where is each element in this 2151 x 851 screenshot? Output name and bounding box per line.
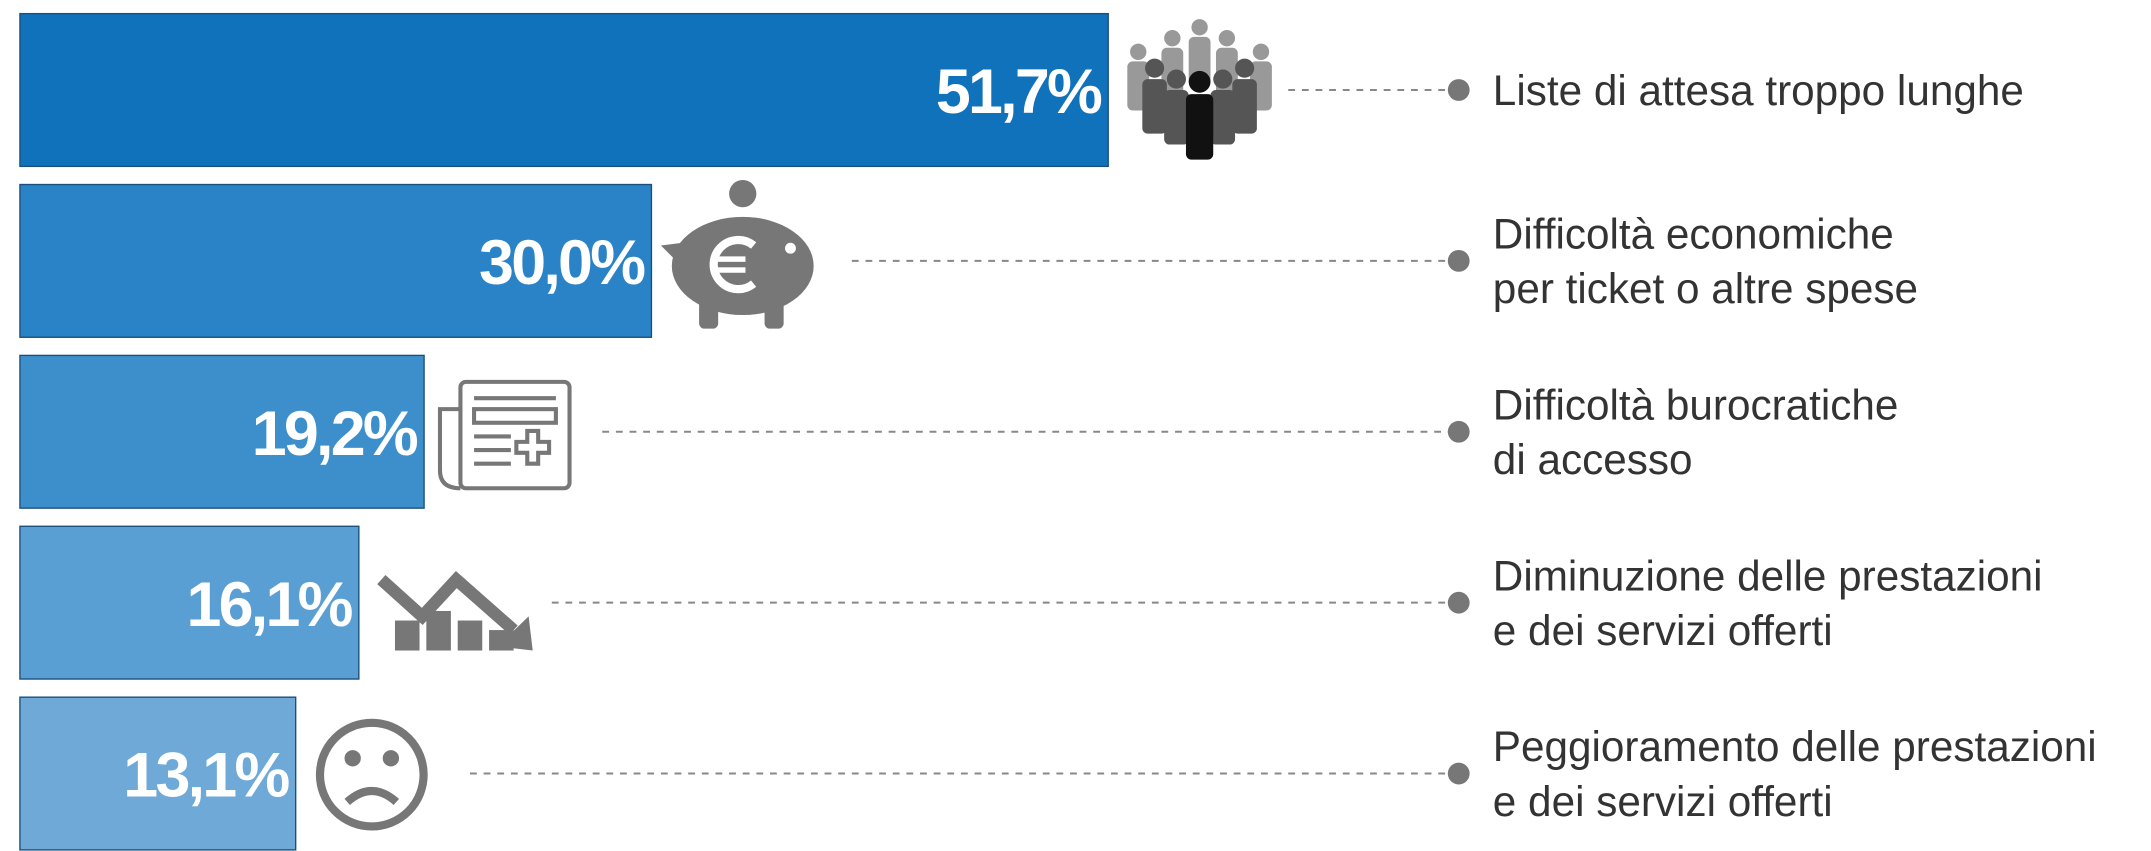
- value-label: 51,7%: [936, 57, 1102, 127]
- category-line: Liste di attesa troppo lunghe: [1493, 67, 2024, 114]
- piggy-bank-icon: [660, 180, 814, 329]
- category-line: e dei servizi offerti: [1493, 607, 1833, 654]
- value-label: 16,1%: [186, 570, 352, 640]
- bar: [19, 354, 425, 509]
- decline-icon: [377, 571, 533, 651]
- bar: [19, 183, 653, 338]
- leader-dot: [1447, 420, 1470, 443]
- bar: [19, 696, 297, 851]
- category-line: Diminuzione delle prestazioni: [1493, 552, 2043, 599]
- category-line: per ticket o altre spese: [1493, 265, 1918, 312]
- category-label: Diminuzione delle prestazioni e dei servi…: [1493, 552, 2043, 654]
- category-line: di accesso: [1493, 436, 1693, 483]
- value-label: 13,1%: [123, 741, 289, 811]
- sad-face-icon: [315, 718, 428, 831]
- leader-dot: [1447, 591, 1470, 614]
- leader-dot: [1447, 79, 1470, 101]
- category-line: Difficoltà burocratiche: [1493, 381, 1899, 428]
- crowd-icon: [1127, 19, 1272, 160]
- leader-dot: [1447, 249, 1470, 272]
- document-icon: [437, 379, 572, 491]
- category-line: Difficoltà economiche: [1493, 211, 1894, 258]
- category-line: e dei servizi offerti: [1493, 778, 1833, 825]
- category-line: Peggioramento delle prestazioni: [1493, 723, 2097, 770]
- value-label: 19,2%: [252, 399, 418, 469]
- category-label: Difficoltà economiche per ticket o altre …: [1493, 211, 1918, 313]
- category-label: Difficoltà burocratiche di accesso: [1493, 381, 1899, 483]
- bar: [19, 525, 360, 680]
- category-label: Peggioramento delle prestazioni e dei ser…: [1493, 723, 2097, 825]
- leader-dot: [1447, 762, 1470, 785]
- value-label: 30,0%: [479, 228, 645, 298]
- category-label: Liste di attesa troppo lunghe: [1493, 67, 2024, 114]
- bar: [19, 12, 1109, 168]
